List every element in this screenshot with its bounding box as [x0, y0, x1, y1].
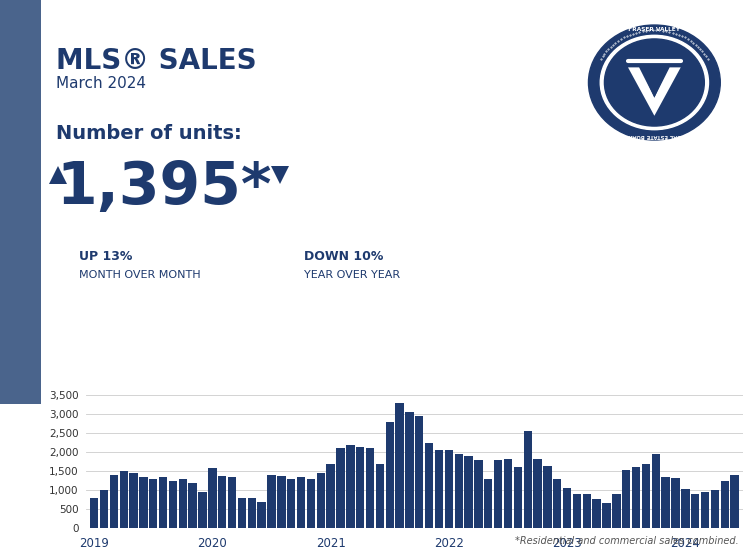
Bar [553, 478, 562, 528]
Bar [445, 450, 453, 528]
Text: YEAR OVER YEAR: YEAR OVER YEAR [304, 270, 400, 279]
Bar [602, 503, 610, 528]
Bar [257, 502, 265, 528]
Bar [188, 482, 196, 528]
Polygon shape [49, 166, 67, 184]
Text: · REAL ESTATE BOARD ·: · REAL ESTATE BOARD · [620, 133, 688, 138]
Bar [228, 477, 236, 528]
Circle shape [600, 35, 709, 130]
Text: MONTH OVER MONTH: MONTH OVER MONTH [79, 270, 200, 279]
Bar [652, 454, 660, 528]
Circle shape [604, 39, 704, 126]
Bar [484, 478, 493, 528]
Bar [494, 460, 502, 528]
Bar [149, 478, 158, 528]
Bar [376, 464, 384, 528]
Bar [504, 459, 512, 528]
Bar [730, 475, 739, 528]
Bar [592, 499, 601, 528]
Bar [405, 412, 414, 528]
Bar [386, 422, 394, 528]
Bar [238, 498, 246, 528]
Text: UP 13%: UP 13% [79, 250, 132, 263]
Bar [297, 477, 305, 528]
Bar [159, 477, 167, 528]
Bar [454, 454, 463, 528]
Text: MLS® SALES: MLS® SALES [56, 47, 256, 75]
Bar [632, 468, 640, 528]
Bar [662, 477, 670, 528]
Bar [671, 478, 680, 528]
Bar [90, 498, 98, 528]
Bar [140, 477, 148, 528]
Bar [395, 403, 404, 528]
Bar [366, 448, 374, 528]
Bar [435, 450, 443, 528]
Bar [129, 473, 138, 528]
Bar [248, 498, 256, 528]
Text: DOWN 10%: DOWN 10% [304, 250, 383, 263]
Bar [209, 468, 217, 528]
Polygon shape [628, 68, 681, 116]
Text: March 2024: March 2024 [56, 76, 146, 91]
Bar [178, 478, 187, 528]
Bar [573, 494, 581, 528]
Bar [100, 490, 108, 528]
Text: · FRASER VALLEY ·: · FRASER VALLEY · [624, 28, 685, 32]
Bar [533, 459, 542, 528]
Polygon shape [271, 166, 289, 184]
Bar [524, 431, 532, 528]
Bar [514, 468, 522, 528]
Bar [425, 443, 433, 528]
Text: Number of units:: Number of units: [56, 124, 242, 143]
Bar [267, 475, 276, 528]
Text: 1,395*: 1,395* [56, 160, 272, 217]
Bar [583, 494, 591, 528]
Bar [711, 490, 719, 528]
Bar [721, 481, 729, 528]
Bar [119, 471, 128, 528]
Bar [287, 478, 296, 528]
Circle shape [589, 25, 720, 140]
Bar [336, 448, 345, 528]
Bar [700, 492, 709, 528]
Text: *Residential and commercial sales combined.: *Residential and commercial sales combin… [515, 536, 739, 546]
Bar [681, 490, 689, 528]
Polygon shape [642, 70, 667, 98]
Bar [110, 475, 118, 528]
Bar [316, 473, 325, 528]
Bar [642, 464, 650, 528]
Bar [326, 464, 334, 528]
Bar [622, 470, 631, 528]
Bar [415, 416, 424, 528]
Bar [543, 466, 551, 528]
Bar [346, 444, 355, 528]
Bar [691, 494, 700, 528]
Bar [218, 476, 226, 528]
Bar [563, 488, 572, 528]
Bar [474, 460, 482, 528]
Bar [169, 481, 177, 528]
Bar [356, 447, 364, 528]
Bar [307, 478, 315, 528]
Bar [198, 492, 207, 528]
Bar [464, 456, 472, 528]
Bar [278, 476, 286, 528]
Bar [612, 494, 620, 528]
